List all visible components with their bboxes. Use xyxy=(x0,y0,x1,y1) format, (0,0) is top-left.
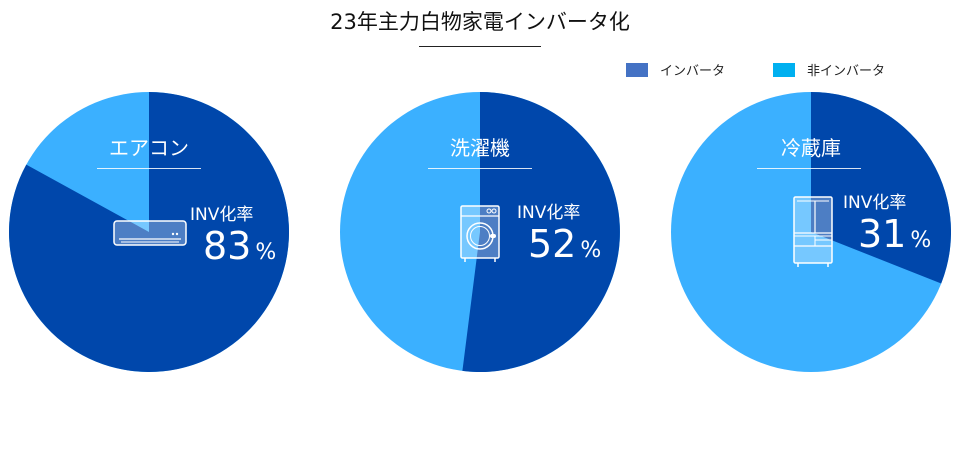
inv-rate-value: 31% xyxy=(858,212,931,256)
slice-inverter xyxy=(462,92,620,372)
rate-number: 83 xyxy=(203,224,252,268)
rate-unit: % xyxy=(580,238,602,263)
legend: インバータ 非インバータ xyxy=(626,60,933,79)
chart-title: 23年主力白物家電インバータ化 xyxy=(330,10,630,34)
pie-title: 冷蔵庫 xyxy=(781,136,841,160)
pie-title-rule xyxy=(428,168,532,169)
legend-item-non-inverter: 非インバータ xyxy=(773,60,885,79)
pie-title-rule xyxy=(757,168,861,169)
pie-chart xyxy=(340,92,620,372)
pie-air-conditioner: エアコン INV化率 83% xyxy=(9,92,289,372)
title-underline xyxy=(419,46,541,47)
pie-chart xyxy=(9,92,289,372)
rate-number: 52 xyxy=(528,222,577,266)
pie-title-rule xyxy=(97,168,201,169)
air-conditioner-icon xyxy=(113,220,187,246)
rate-unit: % xyxy=(910,228,932,253)
inv-rate-value: 83% xyxy=(203,224,276,268)
legend-swatch-non-inverter xyxy=(773,62,796,77)
pie-chart xyxy=(671,92,951,372)
slice-inverter xyxy=(9,92,289,372)
pie-washing-machine: 洗濯機 INV化率 52% xyxy=(340,92,620,372)
pie-title: 洗濯機 xyxy=(450,136,510,160)
rate-number: 31 xyxy=(858,212,907,256)
inv-rate-label: INV化率 xyxy=(190,205,254,225)
slice-inverter xyxy=(811,92,951,284)
rate-unit: % xyxy=(255,240,277,265)
inv-rate-label: INV化率 xyxy=(517,203,581,223)
legend-item-inverter: インバータ xyxy=(626,60,725,79)
legend-label: 非インバータ xyxy=(807,64,886,79)
inv-rate-label: INV化率 xyxy=(843,193,907,213)
refrigerator-icon xyxy=(793,196,833,267)
legend-label: インバータ xyxy=(660,64,726,79)
pie-refrigerator: 冷蔵庫 INV化率 31% xyxy=(671,92,951,372)
washing-machine-icon xyxy=(460,205,500,262)
pie-title: エアコン xyxy=(109,136,189,160)
inv-rate-value: 52% xyxy=(528,222,601,266)
legend-swatch-inverter xyxy=(626,62,648,77)
